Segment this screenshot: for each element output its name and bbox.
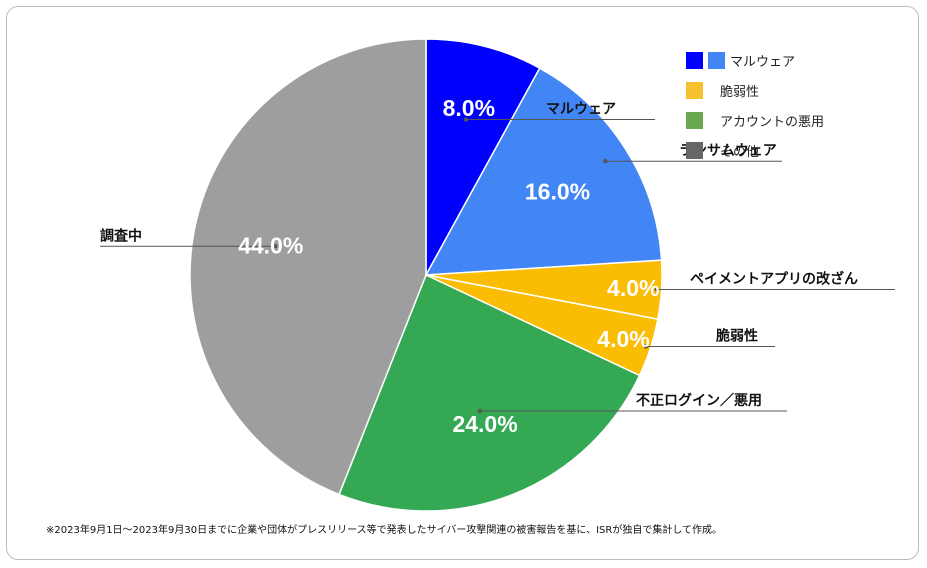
pie-slice — [338, 273, 641, 512]
slice-name-label: 脆弱性 — [715, 327, 758, 344]
pie-percent-label: 8.0% — [443, 95, 495, 121]
callout-dot — [273, 244, 278, 249]
callout-dot — [477, 408, 483, 414]
pie-percent-label: 24.0% — [452, 411, 517, 437]
pie-percent-label: 4.0% — [607, 275, 659, 301]
percent-labels: 8.0% 16.0% 4.0% 4.0% 24.0% 44.0% — [238, 95, 659, 437]
pie-slice — [189, 38, 427, 496]
pie-percent-label: 44.0% — [238, 232, 303, 258]
slice-name-label: マルウェア — [546, 102, 616, 118]
pie-slice — [425, 38, 541, 276]
callout-dot — [643, 344, 649, 349]
legend-swatch — [686, 82, 703, 99]
legend-label: 脆弱性 — [720, 84, 759, 100]
pie-slices — [189, 38, 663, 512]
callout-dot — [603, 158, 608, 164]
pie-percent-label: 4.0% — [597, 326, 649, 352]
legend-swatch — [686, 112, 703, 129]
legend-swatch — [708, 52, 725, 69]
legend-swatch — [686, 142, 703, 159]
legend-swatch — [686, 52, 703, 69]
slice-name-label: 調査中 — [100, 227, 142, 244]
callout-dot — [463, 117, 469, 122]
footnote: ※2023年9月1日～2023年9月30日までに企業や団体がプレスリリース等で発… — [46, 525, 723, 536]
legend-label: その他 — [720, 145, 759, 160]
slice-name-label: 不正ログイン／悪用 — [636, 392, 762, 409]
slice-name-label: ペイメントアプリの改ざん — [690, 271, 858, 288]
callout-dot — [654, 287, 660, 292]
legend-label: マルウェア — [730, 55, 795, 70]
pie-percent-label: 16.0% — [525, 179, 590, 205]
legend-label: アカウントの悪用 — [720, 115, 824, 130]
slice-name-label: ランサムウェア — [679, 143, 777, 159]
